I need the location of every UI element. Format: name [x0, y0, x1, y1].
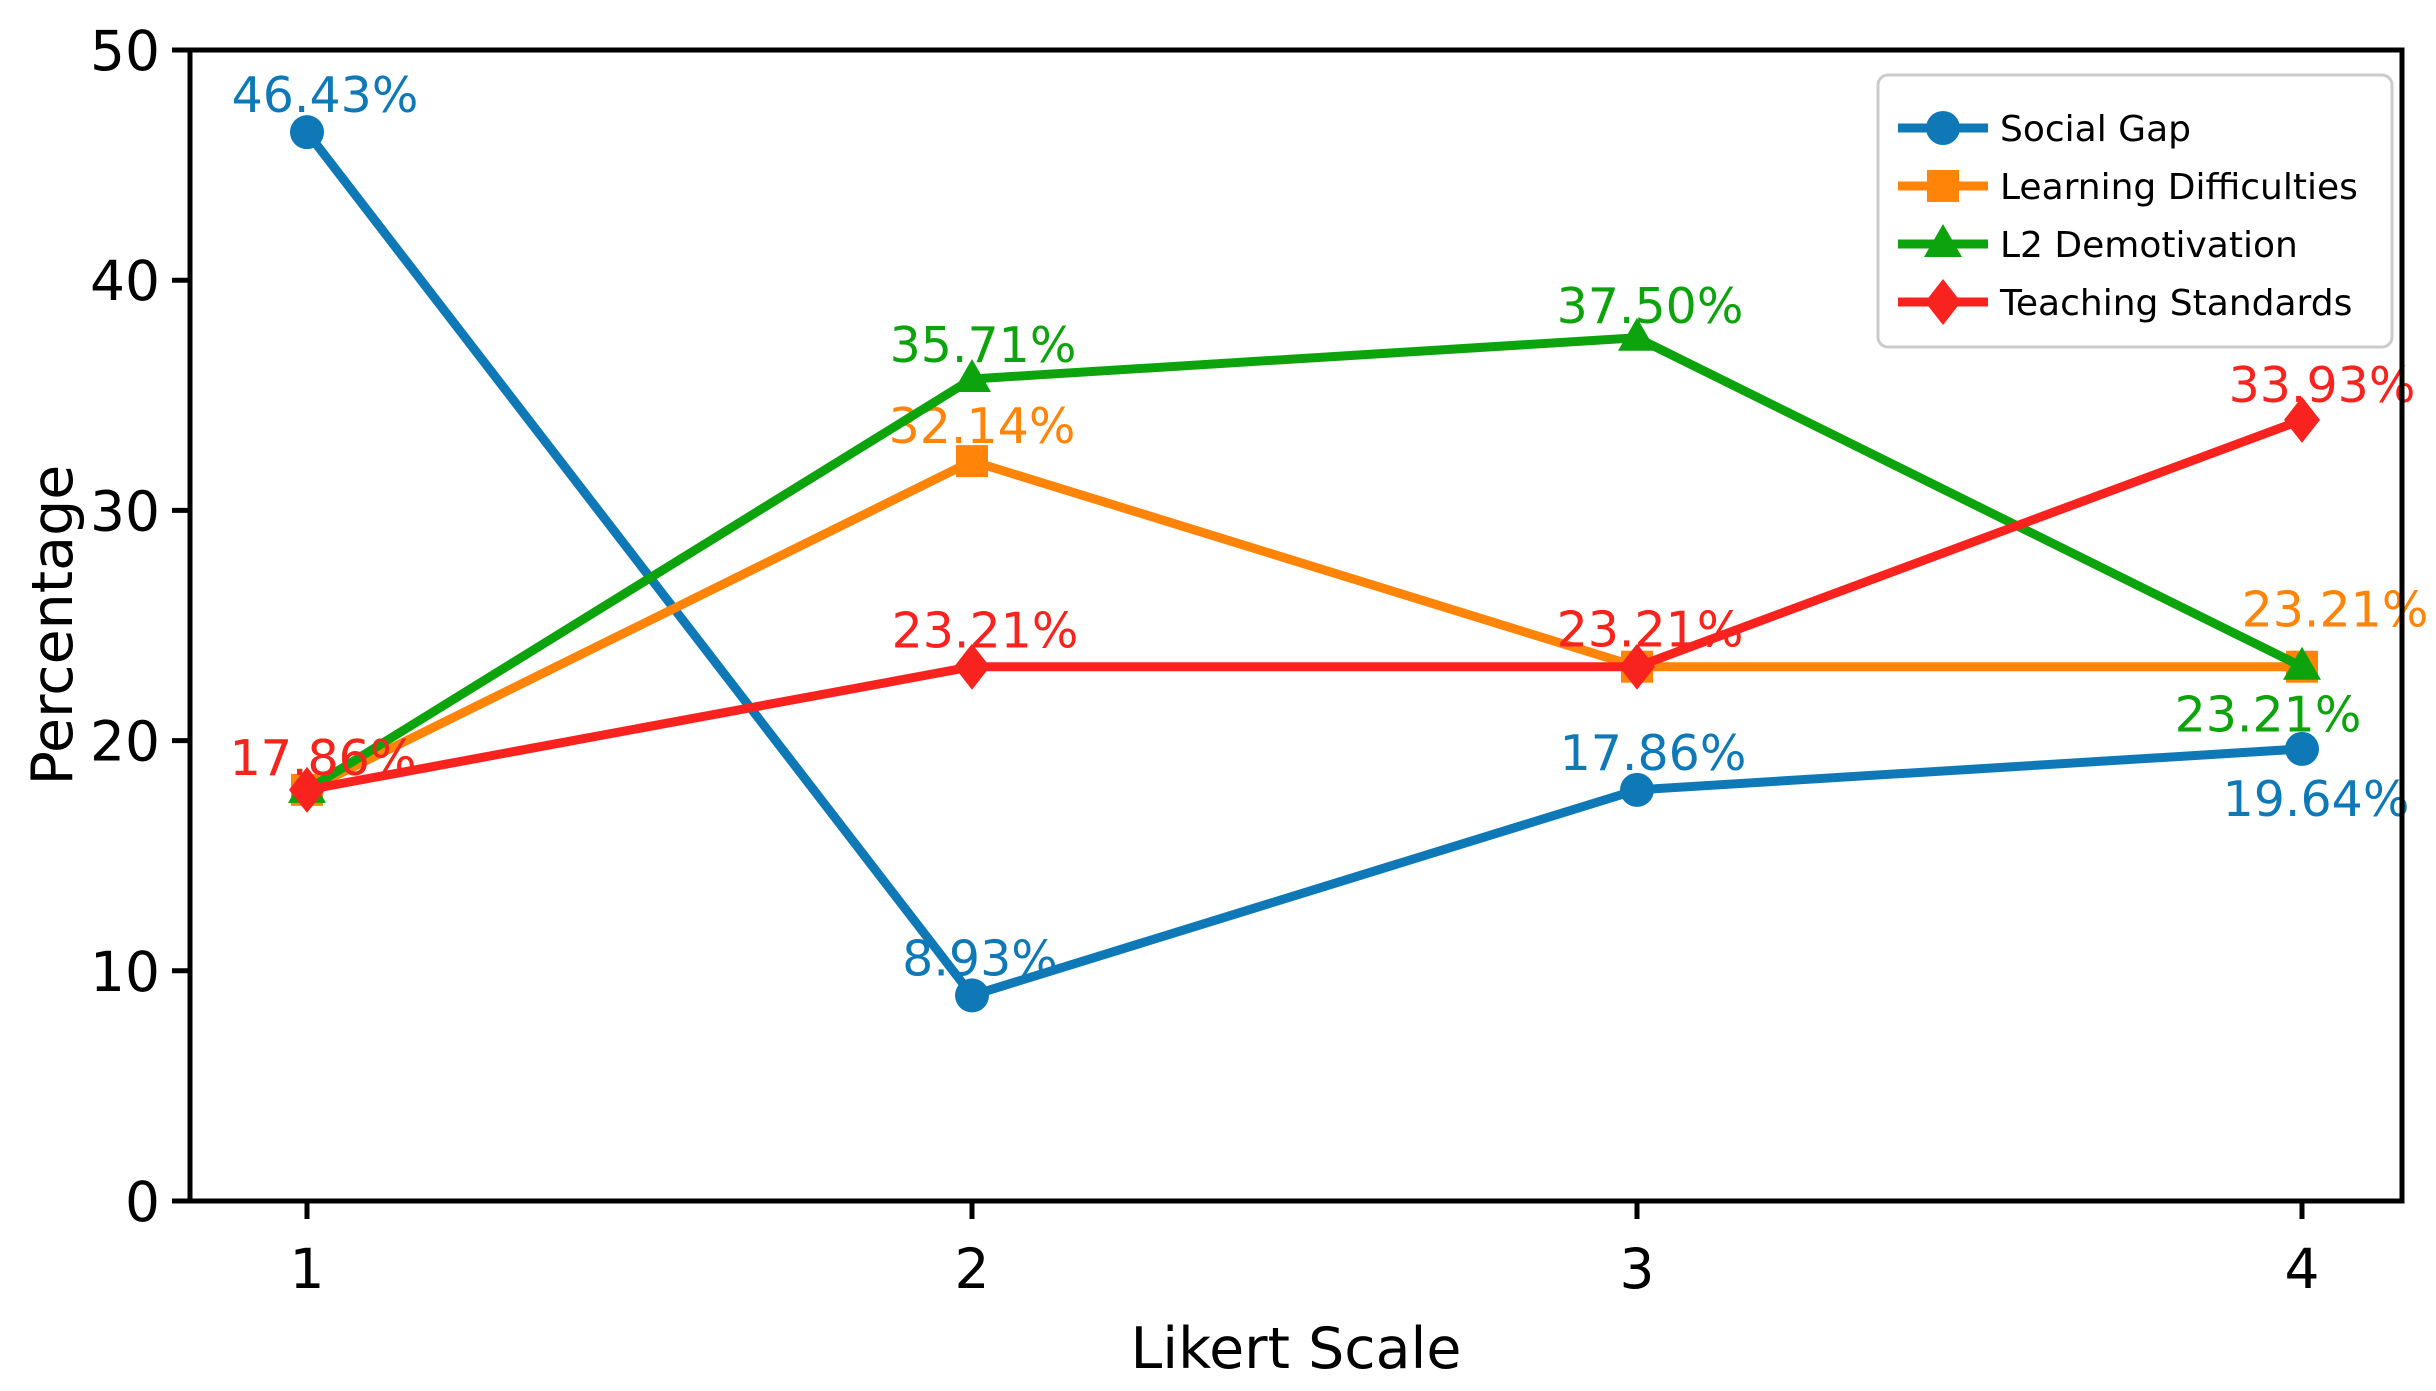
point-label-l2-demotivation: 35.71% [890, 317, 1077, 374]
legend-label-l2-demotivation: L2 Demotivation [2000, 225, 2298, 266]
legend-circle-icon [1926, 111, 1960, 145]
point-label-social-gap: 19.64% [2223, 771, 2410, 828]
legend-triangle-icon [1924, 224, 1962, 257]
diamond-marker-teaching-standards [954, 643, 990, 690]
series-line-teaching-standards [302, 415, 2307, 795]
triangle-marker-l2-demotivation [953, 358, 991, 392]
legend-square-icon [1927, 170, 1959, 202]
y-tick-label: 10 [90, 940, 160, 1004]
point-label-social-gap: 17.86% [1560, 725, 1747, 782]
point-label-teaching-standards: 33.93% [2229, 357, 2416, 414]
y-tick-label: 50 [90, 19, 160, 83]
point-label-social-gap: 8.93% [902, 930, 1058, 987]
series-teaching-standards: 17.86% 23.21% 23.21% 33.93% [230, 357, 2416, 813]
legend-label-teaching-standards: Teaching Standards [1999, 283, 2352, 324]
point-label-l2-demotivation: 37.50% [1557, 278, 1744, 335]
legend-label-learning-difficulties: Learning Difficulties [2000, 167, 2358, 208]
circle-marker-social-gap [290, 115, 324, 150]
circle-marker-social-gap [2285, 731, 2319, 766]
point-label-teaching-standards: 23.21% [892, 603, 1079, 660]
diamond-marker-teaching-standards [1619, 643, 1655, 690]
point-label-teaching-standards: 17.86% [230, 730, 417, 787]
triangle-marker-l2-demotivation [2283, 646, 2321, 680]
legend-diamond-icon [1925, 279, 1961, 325]
circle-marker-social-gap [1620, 772, 1654, 807]
triangle-marker-l2-demotivation [1618, 317, 1656, 351]
diamond-marker-teaching-standards [289, 766, 325, 813]
y-tick-label: 30 [90, 479, 160, 543]
point-label-learning-difficulties: 23.21% [2242, 582, 2429, 639]
series-line-l2-demotivation [302, 333, 2307, 795]
point-label-l2-demotivation: 23.21% [2175, 687, 2362, 744]
axes-spines [187, 47, 2405, 1204]
point-label-learning-difficulties: 32.14% [889, 398, 1076, 455]
series-social-gap: 46.43% 8.93% 17.86% 19.64% [232, 67, 2410, 1013]
y-axis-title: Percentage [20, 465, 86, 786]
series-line-learning-difficulties [302, 456, 2307, 795]
x-tick-label: 1 [290, 1237, 325, 1301]
point-label-teaching-standards: 23.21% [1557, 602, 1744, 659]
square-marker-learning-difficulties [956, 445, 988, 478]
diamond-marker-teaching-standards [2284, 396, 2320, 443]
series-l2-demotivation: 17.86% 35.71% 37.50% 23.21% [230, 278, 2362, 803]
x-tick-label: 2 [955, 1237, 990, 1301]
legend-box [1876, 73, 2394, 349]
point-label-social-gap: 46.43% [232, 67, 419, 124]
y-tick-label: 20 [90, 710, 160, 774]
y-tick-label: 0 [125, 1170, 160, 1234]
circle-marker-social-gap [955, 978, 989, 1013]
point-label-learning-difficulties: 23.21% [1557, 602, 1744, 659]
x-axis-title: Likert Scale [1131, 1316, 1462, 1382]
x-tick-label: 4 [2285, 1237, 2320, 1301]
legend-label-social-gap: Social Gap [2000, 109, 2191, 150]
x-tick-label: 3 [1620, 1237, 1655, 1301]
y-tick-label: 40 [90, 249, 160, 313]
series-line-social-gap [302, 127, 2307, 1000]
